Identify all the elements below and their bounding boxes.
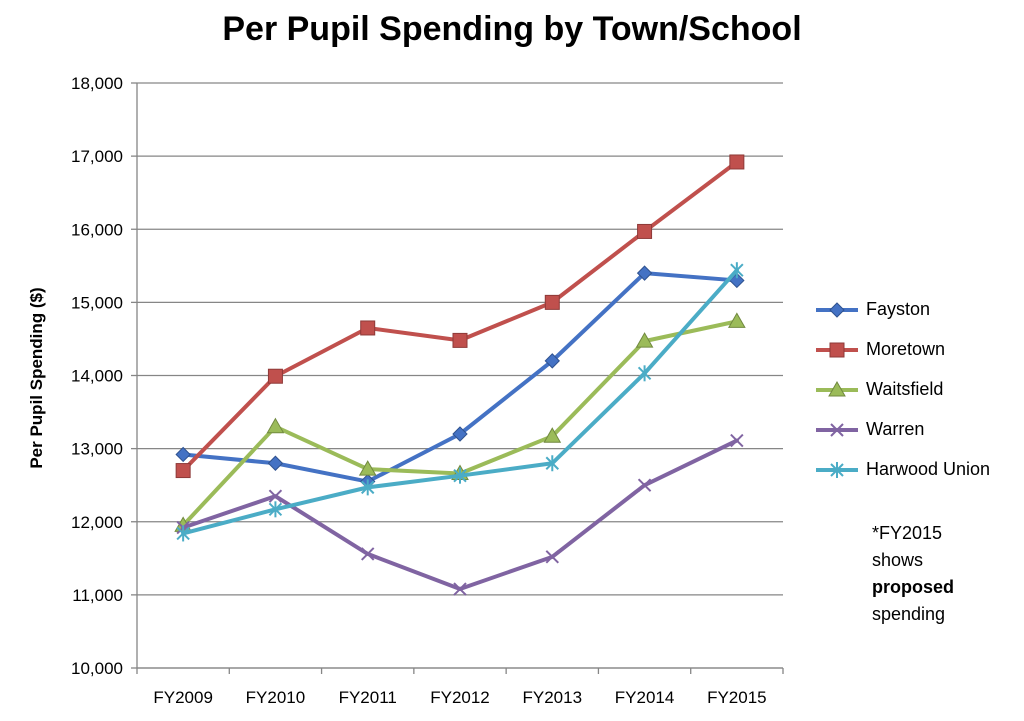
- marker-stroke: [730, 433, 744, 448]
- series-moretown: [175, 154, 745, 479]
- legend-label: Harwood Union: [866, 459, 991, 479]
- legend-marker: [830, 462, 844, 478]
- chart-title: Per Pupil Spending by Town/School: [222, 10, 802, 48]
- legend-item-waitsfield: Waitsfield: [812, 375, 1022, 415]
- series-line-harwood-union: [181, 268, 739, 536]
- data-point-harwood-union: [545, 455, 559, 472]
- marker-stroke: [545, 550, 559, 564]
- note-line-2: shows: [872, 550, 924, 570]
- y-tick-label: 16,000: [71, 220, 123, 239]
- legend-item-moretown: Moretown: [812, 335, 1022, 375]
- legend-swatch-moretown: [816, 342, 858, 358]
- data-point-warren: [453, 582, 467, 596]
- series-line-waitsfield: [181, 319, 739, 528]
- y-tick-label: 12,000: [71, 513, 123, 532]
- data-point-fayston: [267, 455, 284, 471]
- x-tick-label: FY2009: [153, 688, 213, 707]
- series-line-moretown: [181, 159, 739, 473]
- data-point-fayston: [175, 446, 191, 463]
- data-point-waitsfield: [543, 427, 562, 443]
- data-point-warren: [268, 489, 283, 503]
- series-warren: [176, 433, 744, 596]
- data-point-harwood-union: [730, 262, 744, 279]
- legend-swatch-harwood-union: [816, 462, 858, 478]
- data-point-warren: [361, 547, 375, 561]
- data-point-warren: [637, 478, 652, 492]
- grid-lines: [137, 82, 783, 669]
- marker-stroke: [637, 478, 652, 492]
- x-tick-label: FY2015: [707, 688, 767, 707]
- legend-label: Moretown: [866, 339, 946, 359]
- data-point-moretown: [267, 368, 283, 384]
- series-harwood-union: [176, 262, 744, 542]
- x-tick-label: FY2012: [430, 688, 490, 707]
- x-tick-labels: FY2009 FY2010 FY2011 FY2012 FY2013 FY2014 FY20…: [153, 688, 766, 707]
- data-point-fayston: [452, 426, 468, 442]
- data-point-moretown: [452, 332, 468, 348]
- marker-stroke: [361, 547, 375, 561]
- legend-swatch-waitsfield: [816, 380, 858, 397]
- data-point-fayston: [636, 265, 653, 281]
- legend-label: Warren: [866, 419, 925, 439]
- data-point-warren: [545, 550, 559, 564]
- data-point-harwood-union: [453, 467, 467, 484]
- y-tick-label: 11,000: [72, 586, 123, 605]
- y-tick-label: 10,000: [71, 659, 123, 678]
- series: [174, 154, 746, 596]
- legend-marker: [830, 423, 844, 437]
- data-point-waitsfield: [727, 312, 746, 328]
- legend-label: Fayston: [866, 299, 931, 319]
- marker-stroke: [268, 489, 283, 503]
- y-axis-label: Per Pupil Spending ($): [27, 287, 46, 468]
- data-point-moretown: [360, 320, 376, 336]
- note-line-3: proposed: [872, 577, 955, 597]
- data-point-moretown: [637, 223, 653, 239]
- legend-swatch-fayston: [816, 302, 858, 318]
- data-point-moretown: [544, 294, 560, 310]
- note-line-4: spending: [872, 604, 946, 624]
- series-fayston: [175, 265, 745, 490]
- data-point-fayston: [544, 353, 560, 369]
- data-point-moretown: [175, 463, 191, 479]
- y-tick-labels: 10,000 11,000 12,000 13,000 14,000 15,000 16,0…: [71, 74, 123, 678]
- legend-marker: [829, 342, 845, 358]
- series-line-fayston: [181, 271, 739, 484]
- data-point-harwood-union: [176, 525, 190, 542]
- data-point-waitsfield: [358, 460, 377, 476]
- x-tick-label: FY2014: [615, 688, 675, 707]
- legend-swatch-warren: [816, 423, 858, 437]
- data-point-waitsfield: [266, 417, 285, 434]
- data-point-harwood-union: [637, 365, 652, 382]
- legend: Fayston Moretown Waitsfield Warren Harwood U…: [812, 295, 1022, 495]
- legend-marker: [828, 380, 846, 397]
- y-tick-label: 14,000: [71, 367, 123, 386]
- data-point-warren: [730, 433, 744, 448]
- y-tick-label: 13,000: [71, 440, 123, 459]
- data-point-harwood-union: [361, 479, 375, 496]
- legend-marker: [829, 302, 845, 318]
- marker-stroke: [453, 582, 467, 596]
- axes: [131, 82, 784, 674]
- x-tick-label: FY2013: [523, 688, 583, 707]
- legend-item-harwood-union: Harwood Union: [812, 455, 1022, 495]
- note-line-1: *FY2015: [872, 523, 943, 543]
- data-point-waitsfield: [635, 332, 654, 348]
- data-point-harwood-union: [268, 501, 283, 518]
- x-tick-label: FY2011: [339, 688, 397, 707]
- annotation-note: *FY2015 shows proposed spending: [872, 520, 1012, 628]
- legend-item-warren: Warren: [812, 415, 1022, 455]
- legend-item-fayston: Fayston: [812, 295, 1022, 335]
- legend-label: Waitsfield: [866, 379, 944, 399]
- data-point-moretown: [729, 154, 745, 170]
- y-tick-label: 17,000: [71, 147, 123, 166]
- y-tick-label: 18,000: [71, 74, 123, 93]
- marker-stroke: [830, 423, 844, 437]
- x-tick-label: FY2010: [246, 688, 306, 707]
- y-tick-label: 15,000: [71, 293, 123, 312]
